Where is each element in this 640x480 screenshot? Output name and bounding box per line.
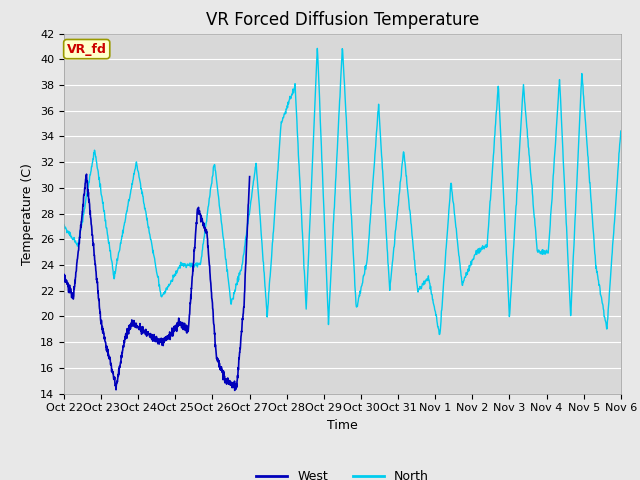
West [179, 321, 186, 326]
Legend: West, North: West, North [251, 465, 434, 480]
North [296, 186, 304, 192]
North [436, 332, 444, 337]
West [220, 369, 228, 375]
West [231, 387, 239, 393]
Text: VR_fd: VR_fd [67, 43, 107, 56]
West [201, 228, 209, 234]
Line: North: North [64, 48, 621, 335]
North [314, 46, 321, 51]
Y-axis label: Temperature (C): Temperature (C) [22, 163, 35, 264]
North [60, 222, 68, 228]
North [308, 175, 316, 180]
West [60, 272, 68, 277]
North [318, 161, 326, 167]
North [617, 128, 625, 134]
North [378, 146, 385, 152]
West [173, 320, 180, 326]
Title: VR Forced Diffusion Temperature: VR Forced Diffusion Temperature [206, 11, 479, 29]
West [72, 275, 79, 281]
Line: West: West [64, 174, 250, 390]
West [246, 174, 253, 180]
North [103, 229, 111, 235]
West [168, 325, 176, 331]
North [126, 195, 134, 201]
West [83, 171, 90, 177]
X-axis label: Time: Time [327, 419, 358, 432]
